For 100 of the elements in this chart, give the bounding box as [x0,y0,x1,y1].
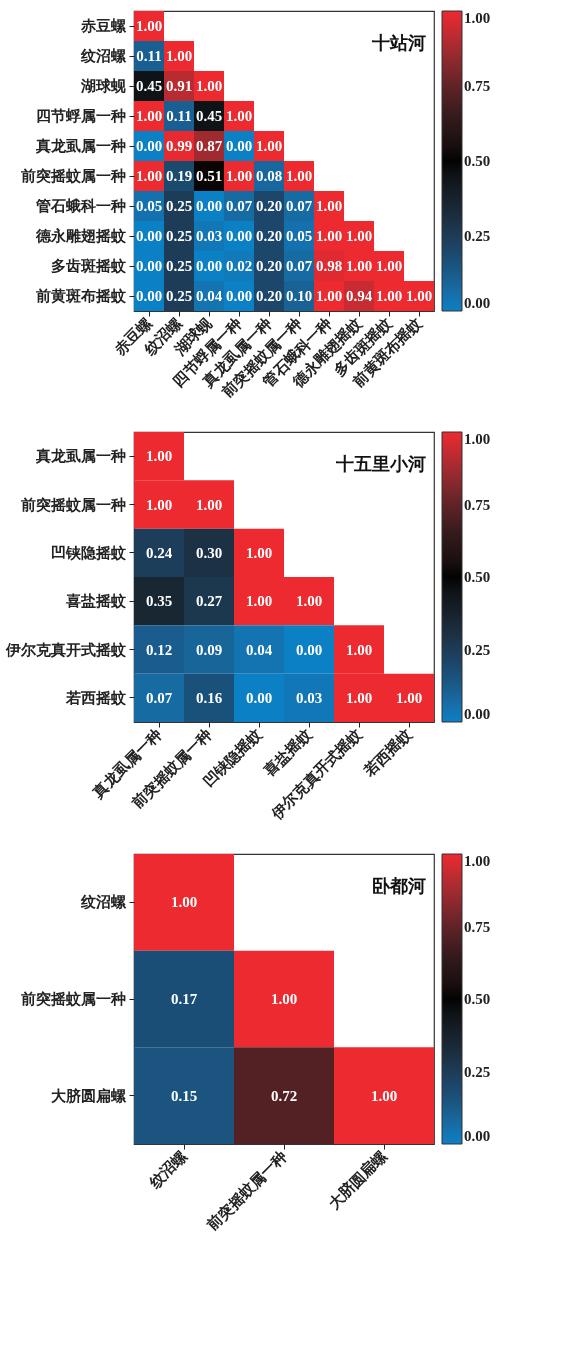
data-label: 0.03 [295,689,323,706]
data-label: 1.00 [295,593,323,610]
data-label: 1.00 [225,108,253,124]
data-label: 0.09 [195,641,223,658]
data-label: 1.00 [195,78,223,94]
data-label: 0.00 [295,641,323,658]
data-label: 1.00 [370,1087,398,1104]
data-label: 1.00 [255,138,283,154]
data-label: 0.07 [285,198,313,214]
data-label: 1.00 [375,288,403,304]
data-label: 1.00 [315,288,343,304]
data-label: 0.45 [135,78,163,94]
color-bar-label: 0.75 [464,918,491,935]
y-tick-label: 前突摇蚊属一种 [19,167,126,184]
text: 卧都河 [372,876,426,896]
y-tick-label: 前黄斑布摇蚊 [34,288,127,304]
data-label: 1.00 [395,689,423,706]
data-label: 0.00 [135,228,163,244]
data-label: 0.87 [195,138,223,154]
data-label: 0.91 [165,78,193,94]
data-label: 1.00 [145,496,173,513]
data-label: 0.99 [165,138,193,154]
data-label: 0.25 [165,198,193,214]
data-label: 1.00 [135,108,163,124]
color-bar-label: 0.25 [464,1063,491,1080]
color-bar-label: 1.00 [464,853,491,869]
data-label: 0.00 [135,258,163,274]
data-label: 0.15 [170,1087,198,1104]
data-label: 1.00 [145,448,173,465]
data-label: 0.05 [285,228,313,244]
data-label: 0.00 [225,228,253,244]
data-label: 0.07 [225,198,253,214]
data-label: 0.20 [255,198,283,214]
y-tick-label: 前突摇蚊属一种 [19,990,126,1007]
y-tick-label: 伊尔克真开式摇蚊 [4,641,127,658]
data-label: 0.35 [145,593,173,610]
data-label: 0.00 [135,138,163,154]
data-label: 0.25 [165,288,193,304]
data-label: 1.00 [345,258,373,274]
color-bar-label: 0.00 [464,706,491,722]
y-tick-label: 大脐圆扁螺 [50,1086,127,1104]
data-label: 1.00 [170,894,198,911]
y-tick-label: 纹沼螺 [79,48,127,64]
data-label: 0.12 [145,641,173,658]
data-label: 1.00 [405,288,433,304]
data-label: 0.94 [345,288,373,304]
data-label: 0.07 [285,258,313,274]
data-label: 0.03 [195,228,223,244]
y-tick-label: 前突摇蚊属一种 [19,495,126,513]
data-label: 0.51 [195,168,223,184]
text: 十五里小河 [335,454,426,474]
data-label: 0.17 [170,991,198,1007]
color-bar-label: 1.00 [464,10,491,26]
data-label: 0.25 [165,228,193,244]
color-bar-label: 0.00 [464,295,491,311]
data-label: 0.20 [255,228,283,244]
y-tick-label: 喜盐摇蚊 [64,593,127,610]
data-label: 1.00 [135,18,163,34]
y-tick-label: 湖球蚬 [79,78,126,94]
data-label: 0.00 [195,198,223,214]
data-label: 1.00 [245,544,273,561]
x-tick-label: 大脐圆扁螺 [324,1146,391,1213]
color-bar-label: 0.00 [464,1128,491,1144]
data-label: 0.05 [135,198,163,214]
data-label: 1.00 [345,228,373,244]
data-label: 0.00 [245,689,273,706]
y-tick-label: 纹沼螺 [79,894,127,911]
data-label: 0.08 [255,168,283,184]
y-tick-label: 管石蛾科一种 [34,198,126,214]
x-tick-label: 前突摇蚊属一种 [202,1147,290,1235]
data-label: 0.98 [315,258,343,274]
color-bar-label: 0.25 [464,641,491,658]
data-label: 1.00 [285,168,313,184]
data-label: 1.00 [345,641,373,658]
data-label: 0.20 [255,288,283,304]
color-bar-label: 0.75 [464,78,491,94]
data-label: 0.00 [225,138,253,154]
data-label: 1.00 [315,228,343,244]
data-label: 0.00 [135,288,163,304]
y-tick-label: 四节蜉属一种 [35,108,126,124]
x-tick-label: 纹沼螺 [145,1147,191,1192]
text: 十站河 [371,33,426,53]
data-label: 1.00 [315,198,343,214]
y-tick-label: 若西摇蚊 [64,689,127,706]
y-tick-label: 多齿斑摇蚊 [50,258,127,274]
data-label: 1.00 [195,496,223,513]
color-bar-label: 0.50 [464,991,491,1007]
data-label: 0.11 [136,48,162,64]
y-tick-label: 德永雕翅摇蚊 [34,227,127,244]
data-label: 1.00 [165,48,193,64]
y-tick-label: 真龙虱属一种 [34,138,126,154]
data-label: 1.00 [225,168,253,184]
data-label: 0.27 [195,593,223,610]
data-label: 1.00 [245,593,273,610]
data-label: 0.25 [165,258,193,274]
data-label: 1.00 [375,258,403,274]
data-label: 1.00 [270,991,298,1007]
color-bar-label: 0.25 [464,228,491,244]
data-label: 0.45 [195,108,223,124]
data-label: 0.00 [195,258,223,274]
